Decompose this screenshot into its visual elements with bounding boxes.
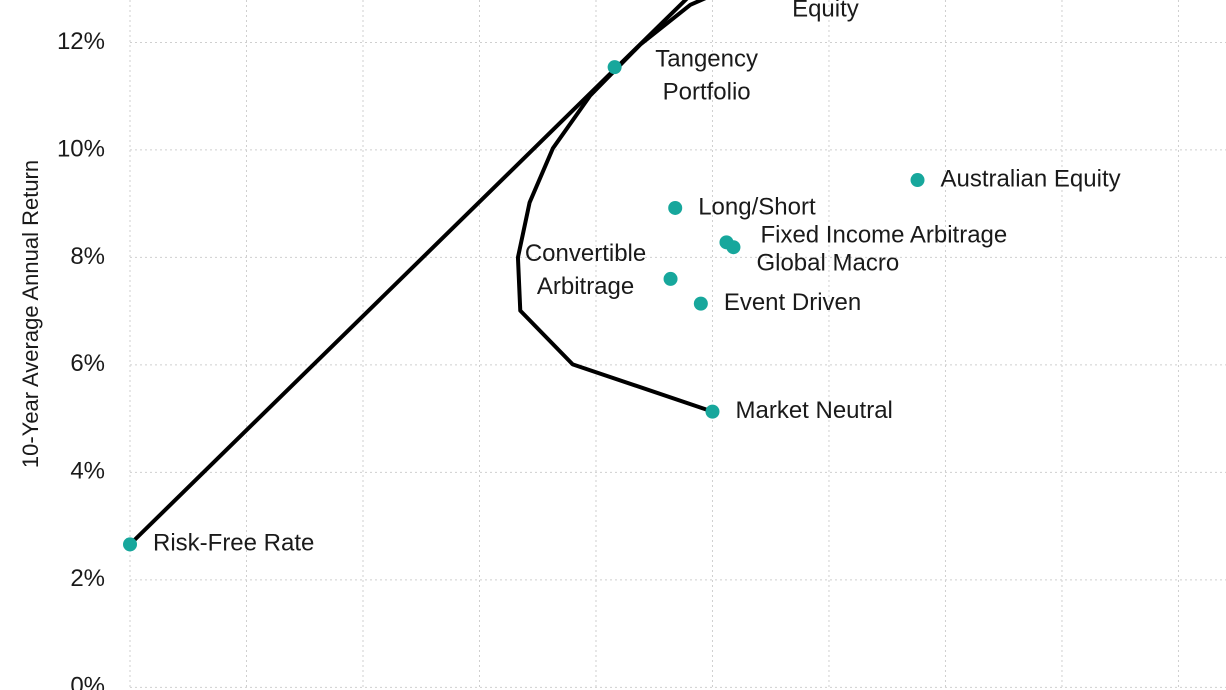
- y-tick-label: 12%: [57, 28, 105, 55]
- point: [668, 200, 683, 215]
- point-label: Australian Equity: [941, 165, 1121, 192]
- point: [607, 60, 622, 75]
- point: [705, 404, 720, 419]
- y-axis-title: 10-Year Average Annual Return: [18, 160, 43, 468]
- point-label: Tangency: [655, 46, 758, 73]
- point-label: Portfolio: [663, 79, 751, 106]
- line: [515, 0, 714, 414]
- y-tick-label: 10%: [57, 135, 105, 162]
- point: [123, 537, 138, 552]
- point-label: Event Driven: [724, 289, 861, 316]
- point-label: Arbitrage: [537, 273, 634, 300]
- y-tick-label: 2%: [70, 565, 105, 592]
- point-label: Convertible: [525, 240, 646, 267]
- point-label: Market Neutral: [735, 397, 892, 424]
- y-tick-label: 8%: [70, 243, 105, 270]
- y-tick-label: 4%: [70, 458, 105, 485]
- point: [693, 296, 708, 311]
- point: [663, 271, 678, 286]
- point: [910, 173, 925, 188]
- point-label: Fixed Income Arbitrage: [760, 222, 1007, 249]
- point-label: Risk-Free Rate: [153, 530, 314, 557]
- point: [726, 240, 741, 255]
- point-label: Long/Short: [698, 193, 816, 220]
- point-label: Equity: [792, 0, 859, 22]
- y-tick-label: 6%: [70, 350, 105, 377]
- point-label: Global Macro: [756, 250, 899, 277]
- y-tick-label: 0%: [70, 673, 105, 690]
